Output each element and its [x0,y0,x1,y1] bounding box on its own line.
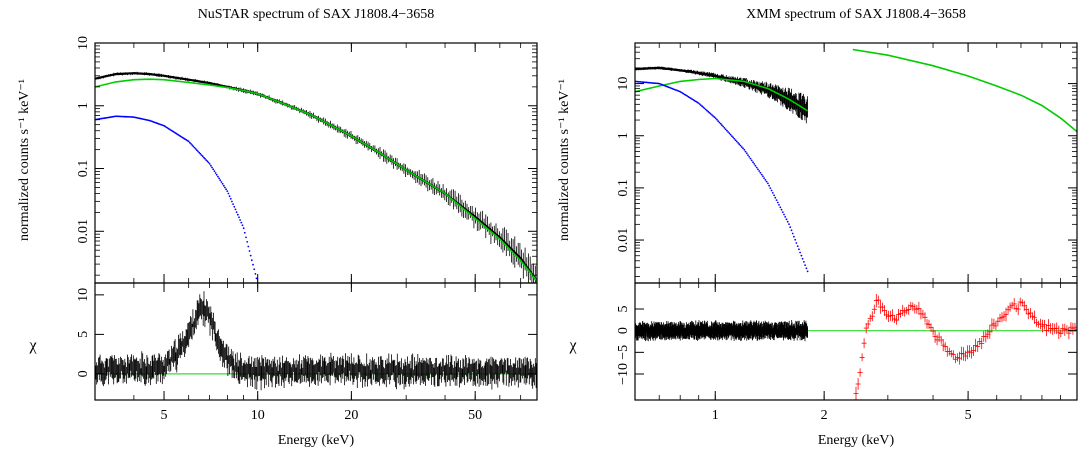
right-residual-plot: −10 −5 0 5 1 2 5 [616,282,1078,423]
left-residual-ylabel: χ [28,337,37,354]
right-spectrum-series-2-line [852,48,1077,133]
left-spectrum-marks [95,71,537,283]
right-spectrum-ytick-label: 10 [616,77,631,91]
left-spectrum-series-0-errorbars [95,71,537,283]
left-residual-series-0-residuals [95,291,537,391]
right-residual-xtick-label: 5 [965,408,972,423]
right-spectrum-series-3-dots [635,80,809,273]
right-residual-ytick-label: 0 [616,327,631,334]
left-spectrum-ytick-label: 10 [76,36,91,50]
left-residual-ytick-label: 0 [76,370,91,377]
left-spectrum-series-1-line [95,78,537,282]
left-spectrum-ylabel: normalized counts s⁻¹ keV⁻¹ [17,79,32,241]
right-spectrum-ytick-label: 0.1 [616,179,631,197]
left-residual-xtick-label: 50 [468,408,482,423]
left-residual-ytick-label: 5 [76,331,91,338]
right-residual-series-0-band [635,320,808,342]
left-spectrum-series-0-line [95,72,537,282]
left-residual-plot: 0 5 10 5 10 20 50 [76,282,538,423]
left-spectrum-ytick-label: 1 [76,102,91,109]
right-spectrum-ytick-label: 0.01 [616,228,631,253]
left-xlabel: Energy (keV) [278,433,355,448]
right-residual-ytick-label: 5 [616,306,631,313]
right-residual-ytick-label: −5 [616,345,631,360]
left-spectrum-series-2-dots [95,115,259,283]
right-spectrum-series-1-line [635,77,809,112]
right-residual-xtick-label: 1 [712,408,719,423]
left-residual-xtick-label: 10 [251,408,265,423]
right-residual-series-1-residuals [853,293,1077,400]
left-spectrum-ytick-label: 0.1 [76,160,91,178]
right-spectrum-ylabel: normalized counts s⁻¹ keV⁻¹ [557,79,572,241]
right-residual-frame [634,282,1078,401]
left-residual-marks [95,291,537,391]
right-residual-marks [635,293,1077,400]
right-xlabel: Energy (keV) [818,433,895,448]
right-residual-xtick-label: 2 [821,408,828,423]
left-residual-xtick-label: 5 [161,408,168,423]
left-spectrum-ytick-label: 0.01 [76,219,91,244]
right-residual-ytick-label: −10 [616,363,631,385]
left-title: NuSTAR spectrum of SAX J1808.4−3658 [198,7,435,22]
right-title: XMM spectrum of SAX J1808.4−3658 [746,7,966,22]
right-residual-ylabel: χ [568,337,577,354]
left-residual-xtick-label: 20 [344,408,358,423]
left-spectrum-plot: 0.01 0.1 1 10 [76,36,538,284]
right-spectrum-marks [635,48,1077,273]
left-residual-ytick-label: 10 [76,288,91,302]
right-spectrum-ytick-label: 1 [616,132,631,139]
right-spectrum-plot: 0.01 0.1 1 10 [616,42,1078,284]
right-spectrum-series-0-errorbars [635,66,808,124]
left-residual-frame [94,282,538,401]
